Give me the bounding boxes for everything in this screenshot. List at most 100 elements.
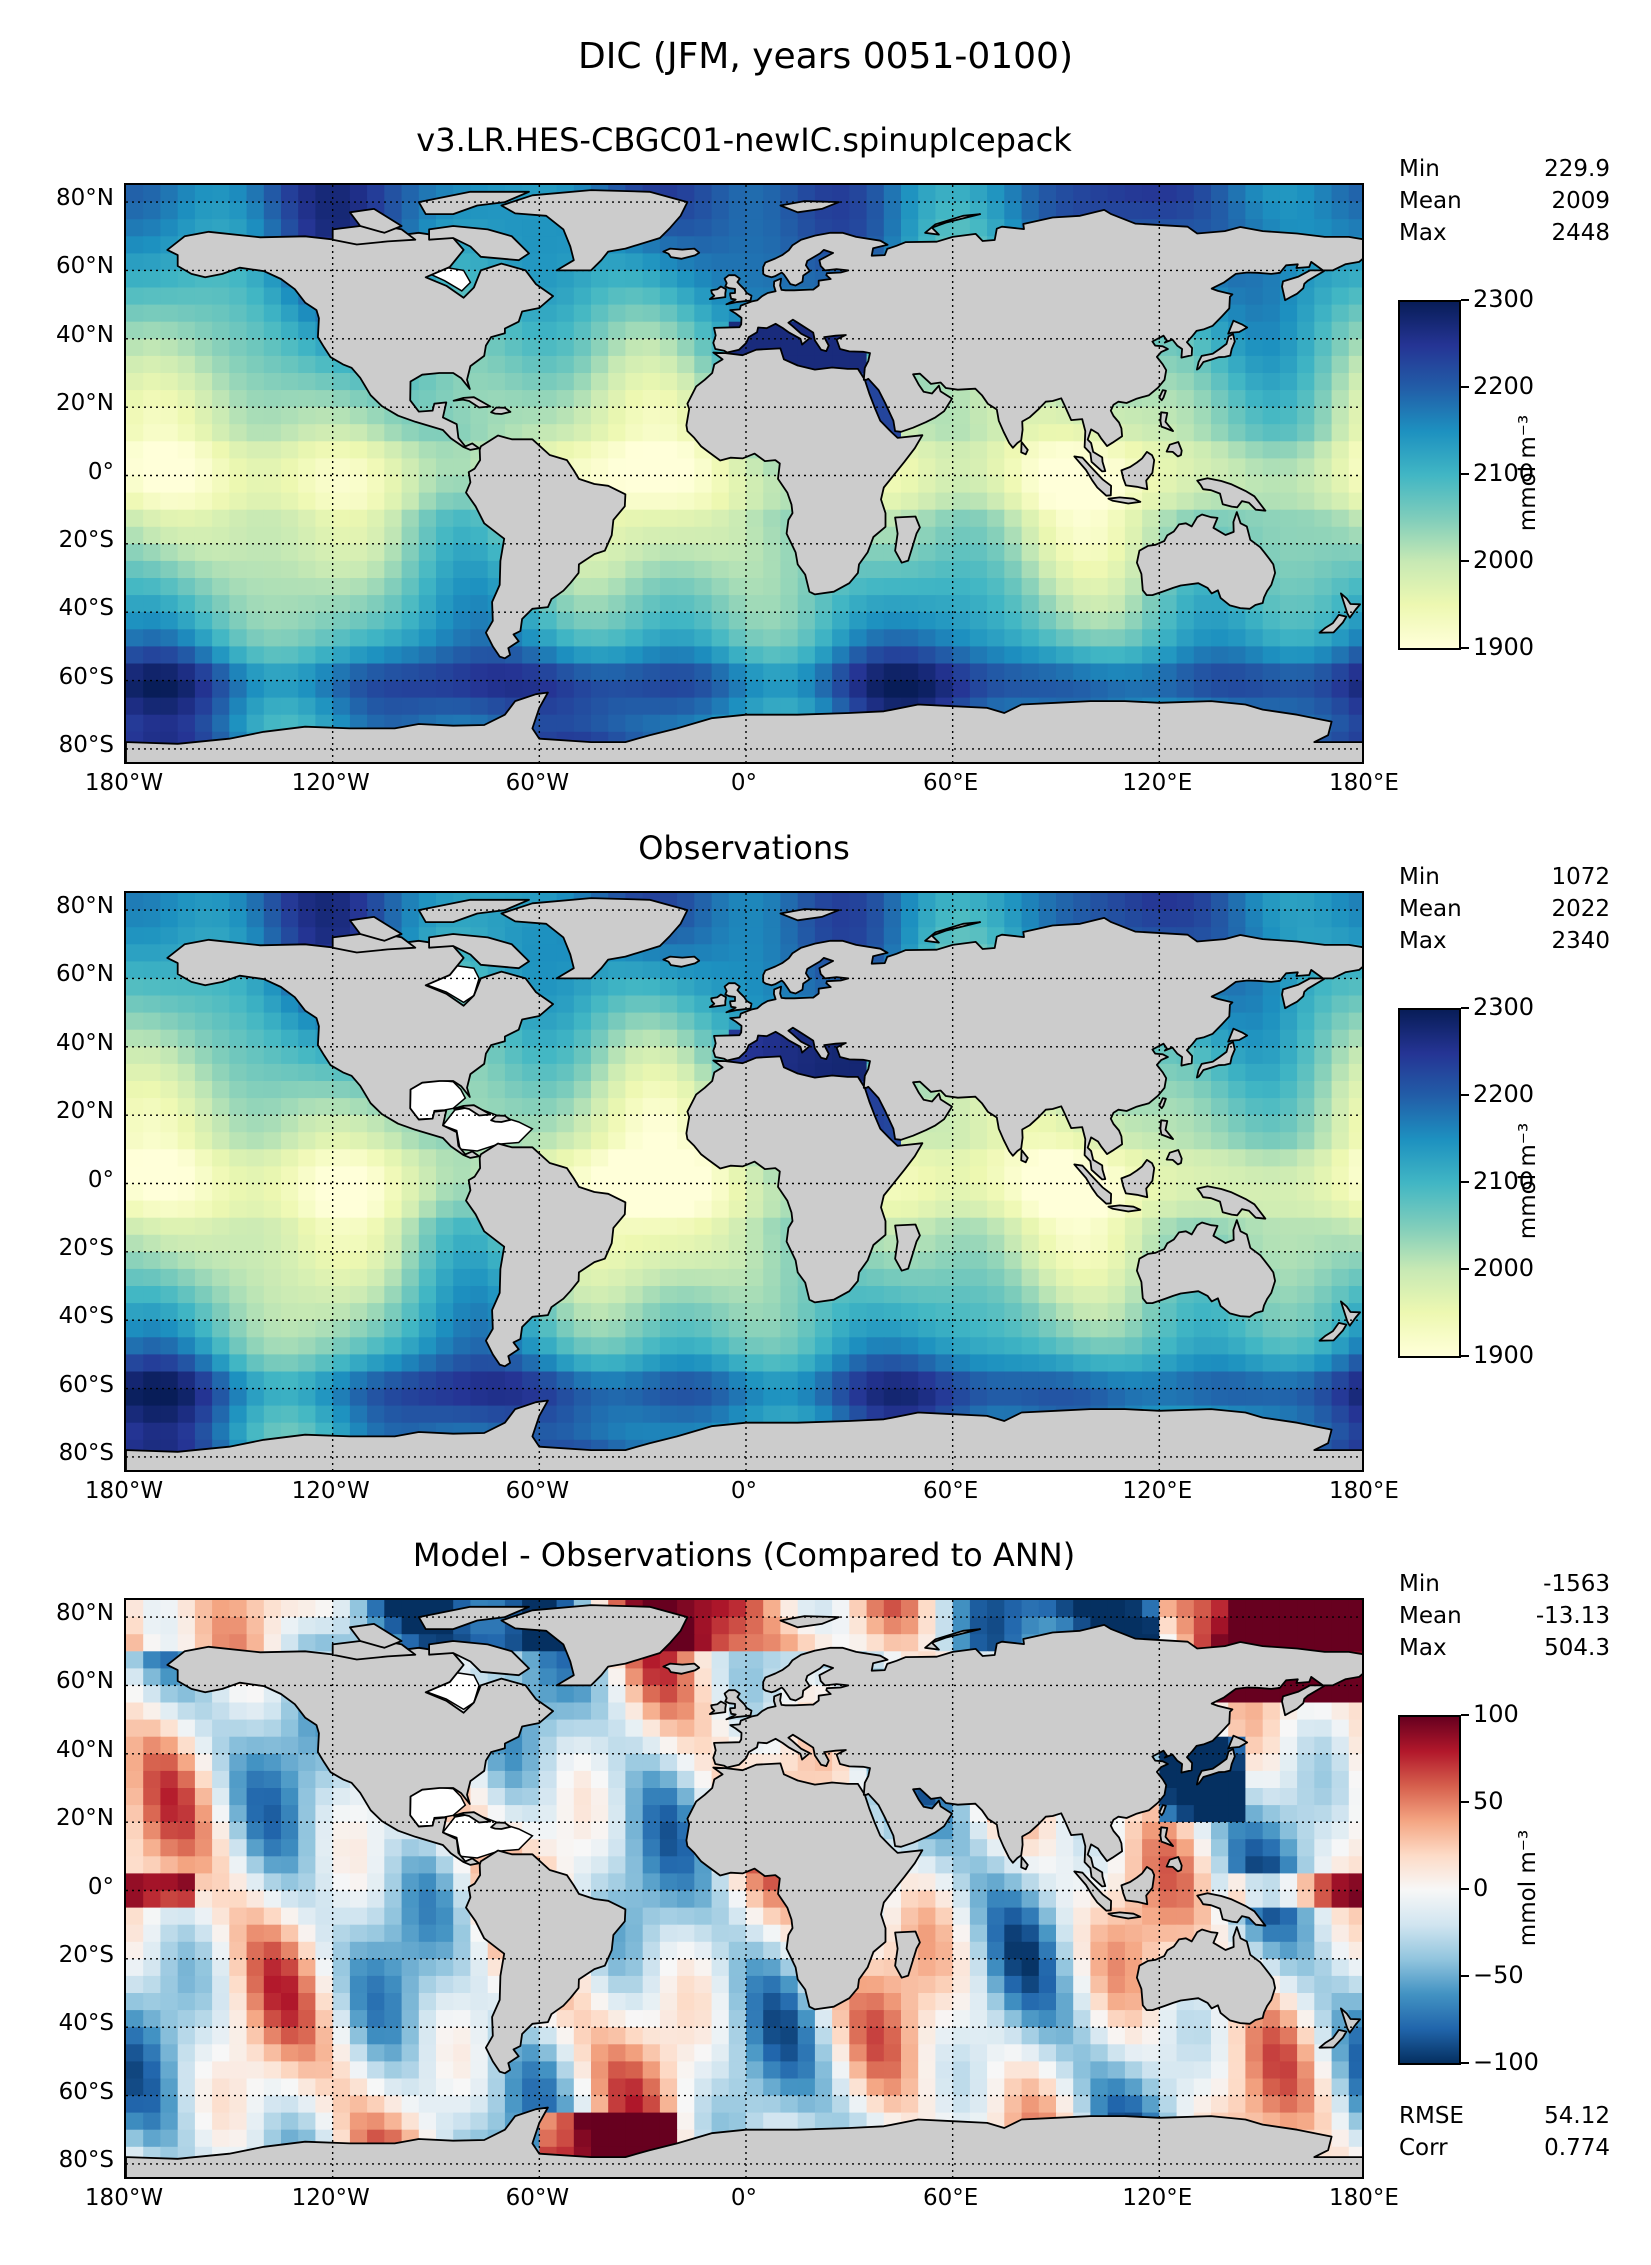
heatmap-cell [1279, 1217, 1298, 1236]
heatmap-cell [384, 893, 403, 911]
heatmap-cell [969, 509, 988, 528]
heatmap-cell [1124, 407, 1143, 425]
heatmap-cell [1038, 1149, 1057, 1167]
heatmap-cell [1348, 578, 1362, 596]
heatmap-cell [1348, 1029, 1362, 1048]
heatmap-cell [918, 663, 936, 682]
heatmap-cell [1331, 543, 1350, 562]
heatmap-cell [780, 629, 799, 647]
heatmap-cell [866, 927, 885, 945]
heatmap-cell [659, 1217, 678, 1236]
heatmap-cell [281, 304, 299, 323]
heatmap-cell [504, 1388, 523, 1407]
heatmap-cell [694, 202, 713, 220]
heatmap-cell [1348, 287, 1362, 306]
heatmap-cell [694, 475, 713, 494]
heatmap-cell [1228, 995, 1246, 1014]
heatmap-cell [470, 629, 489, 647]
heatmap-cell [1193, 1337, 1212, 1355]
heatmap-cell [1142, 1303, 1160, 1321]
heatmap-cell [522, 1371, 540, 1390]
heatmap-cell [677, 304, 695, 323]
heatmap-cell [556, 1132, 575, 1150]
heatmap-cell [901, 202, 919, 220]
heatmap-cell [246, 304, 265, 323]
heatmap-cell [935, 1268, 954, 1287]
heatmap-cell [1142, 407, 1160, 425]
heatmap-cell [1348, 646, 1362, 665]
heatmap-cell [1279, 1354, 1298, 1373]
heatmap-cell [160, 1371, 179, 1390]
stat-label: Mean [1399, 188, 1462, 214]
heatmap-cell [298, 697, 316, 716]
heatmap-cell [694, 612, 713, 630]
heatmap-cell [453, 560, 471, 579]
heatmap-cell [763, 1371, 781, 1390]
heatmap-cell [522, 1132, 540, 1150]
heatmap-cell [298, 1063, 316, 1082]
heatmap-cell [573, 270, 592, 289]
heatmap-cell [952, 646, 971, 665]
heatmap-cell [194, 526, 213, 545]
heatmap-cell [1279, 1063, 1298, 1082]
heatmap-cell [160, 697, 179, 716]
heatmap-cell [315, 185, 334, 203]
heatmap-cell [229, 1029, 248, 1048]
heatmap-cell [126, 1046, 144, 1065]
heatmap-cell [349, 629, 368, 647]
heatmap-cell [126, 1422, 144, 1441]
heatmap-cell [746, 1166, 764, 1185]
heatmap-cell [1279, 1081, 1298, 1099]
coastline [465, 434, 627, 660]
heatmap-cell [349, 1200, 368, 1219]
heatmap-cell [177, 1046, 196, 1065]
heatmap-cell [126, 910, 144, 928]
heatmap-cell [1331, 1354, 1350, 1373]
heatmap-cell [522, 253, 540, 272]
heatmap-cell [573, 1063, 592, 1082]
heatmap-cell [1004, 1200, 1023, 1219]
heatmap-cell [780, 927, 799, 945]
heatmap-cell [212, 612, 230, 630]
heatmap-cell [212, 1063, 230, 1082]
heatmap-cell [229, 927, 248, 945]
heatmap-cell [1073, 663, 1091, 682]
heatmap-cell [1073, 185, 1091, 203]
heatmap-cell [436, 509, 454, 528]
heatmap-cell [177, 1200, 196, 1219]
stat-value: 2009 [1551, 188, 1610, 214]
heatmap-cell [625, 321, 644, 340]
heatmap-cell [281, 1286, 299, 1304]
heatmap-cell [1245, 270, 1264, 289]
heatmap-cell [797, 1320, 816, 1338]
heatmap-cell [952, 1098, 971, 1116]
heatmap-cell [728, 1405, 747, 1424]
heatmap-cell [539, 253, 558, 272]
heatmap-cell [470, 407, 489, 425]
heatmap-cell [591, 995, 609, 1014]
heatmap-cell [659, 1320, 678, 1338]
heatmap-cell [763, 1405, 781, 1424]
heatmap-cell [367, 1405, 385, 1424]
heatmap-cell [212, 1200, 230, 1219]
heatmap-cell [969, 1251, 988, 1270]
heatmap-cell [952, 219, 971, 237]
heatmap-cell [212, 287, 230, 306]
heatmap-cell [160, 304, 179, 323]
heatmap-cell [1107, 1183, 1126, 1202]
heatmap-cell [177, 1320, 196, 1338]
heatmap-cell [1228, 893, 1246, 911]
heatmap-cell [453, 697, 471, 716]
heatmap-cell [987, 441, 1005, 459]
heatmap-cell [952, 1320, 971, 1338]
heatmap-cell [591, 560, 609, 579]
heatmap-cell [556, 1081, 575, 1099]
heatmap-cell [522, 407, 540, 425]
heatmap-cell [1211, 424, 1229, 442]
heatmap-cell [315, 1200, 334, 1219]
heatmap-cell [143, 646, 161, 665]
heatmap-cell [1331, 1337, 1350, 1355]
heatmap-cell [401, 1320, 420, 1338]
heatmap-cell [642, 978, 661, 997]
heatmap-cell [918, 1166, 936, 1185]
